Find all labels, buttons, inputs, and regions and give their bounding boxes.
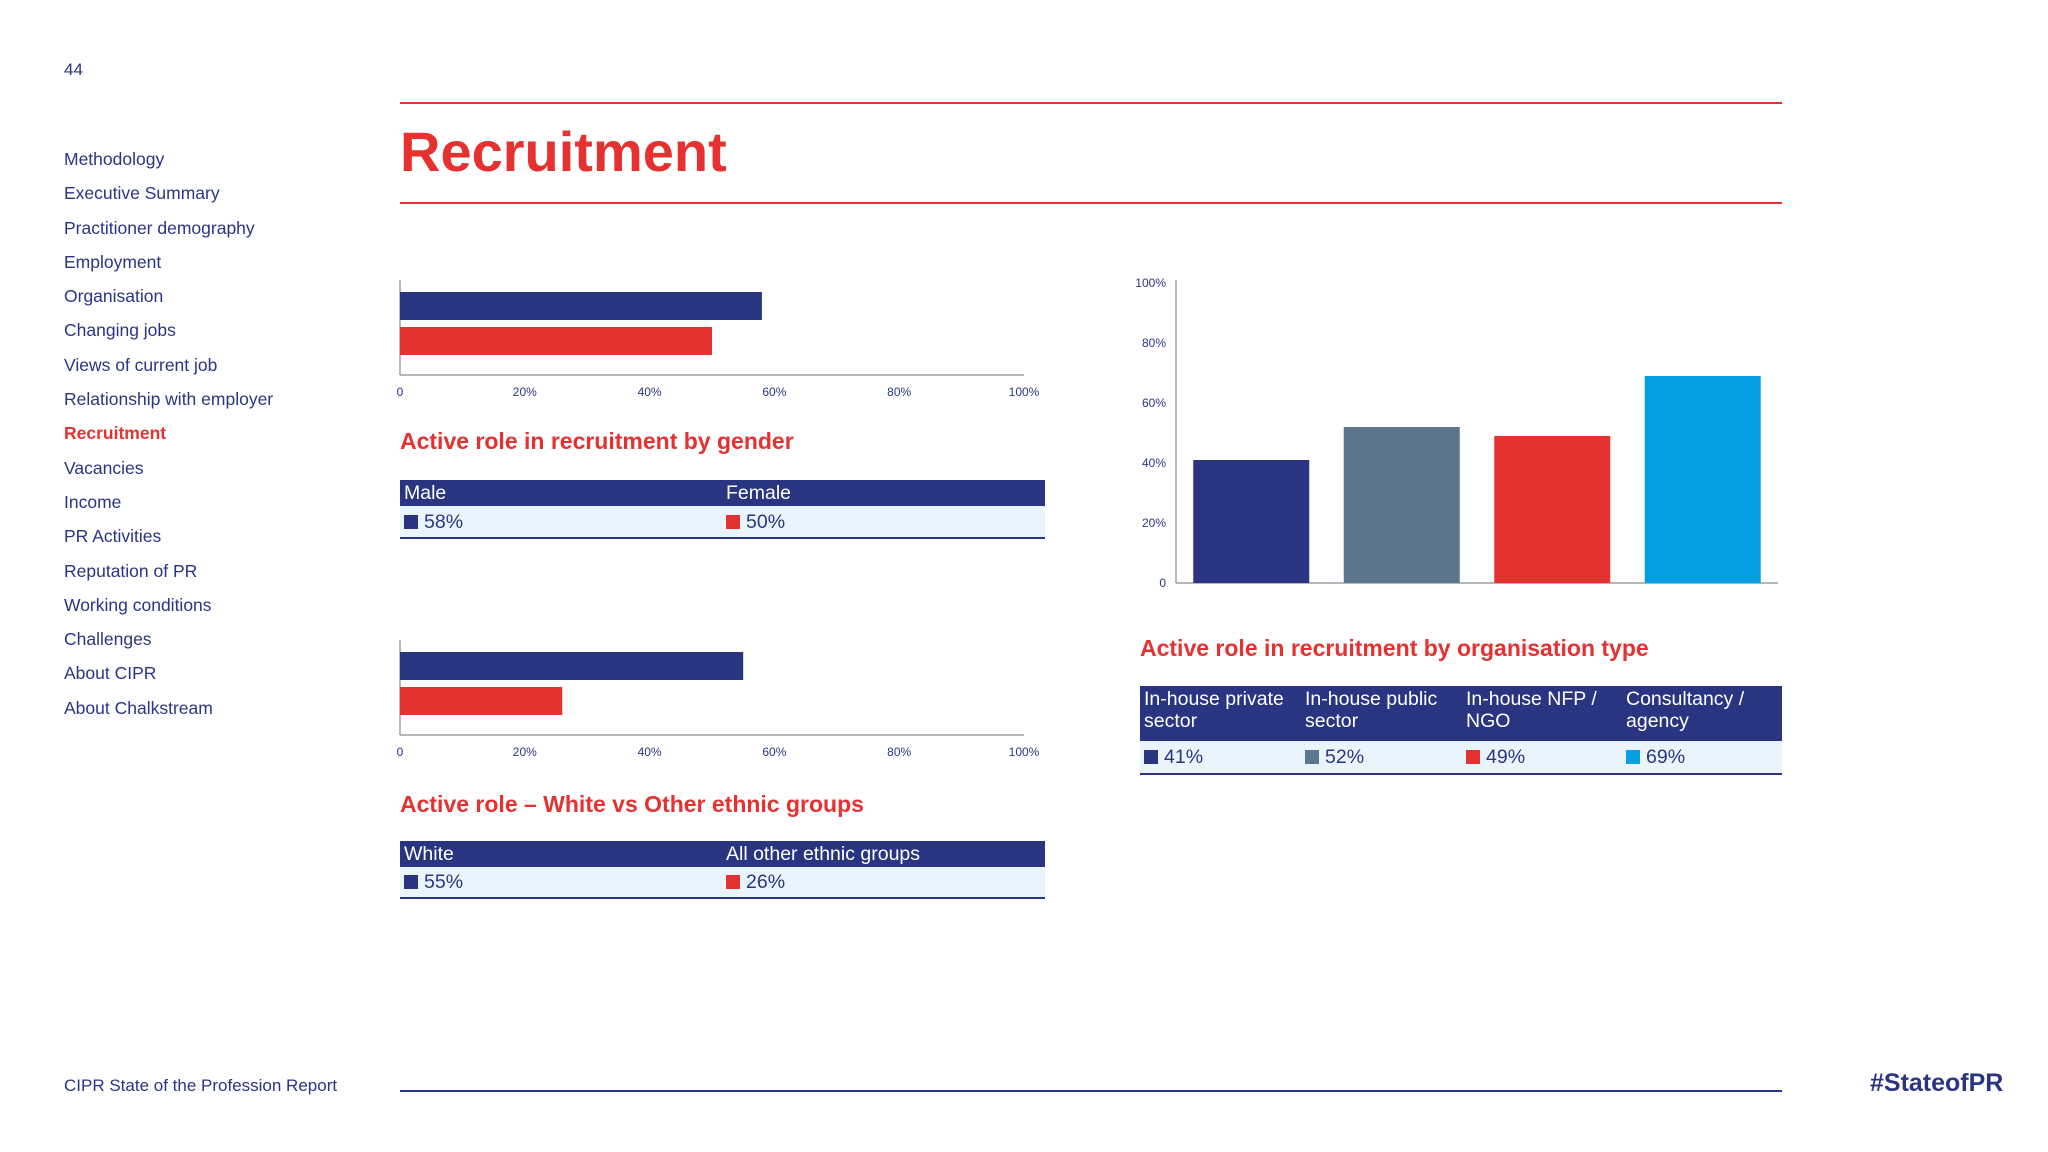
legend-value-consultancy: 69% <box>1646 746 1686 768</box>
organisation-bar-1 <box>1343 427 1460 583</box>
ethnicity-x-tick-4: 80% <box>887 745 911 759</box>
page-number: 44 <box>64 60 83 79</box>
legend-header-private: In-house private sector <box>1144 688 1284 732</box>
public-swatch <box>1305 750 1319 764</box>
sidebar-item-relationship-with-employer[interactable]: Relationship with employer <box>64 389 274 410</box>
ethnicity-x-tick-5: 100% <box>1009 745 1040 759</box>
footer-rule <box>400 1090 1782 1092</box>
male-swatch <box>404 515 418 529</box>
legend-header-consultancy: Consultancy / agency <box>1626 688 1745 732</box>
sidebar-item-working-conditions[interactable]: Working conditions <box>64 594 212 615</box>
sidebar-item-changing-jobs[interactable]: Changing jobs <box>64 320 176 341</box>
organisation-y-tick-0: 0 <box>1159 576 1166 590</box>
organisation-bar-2 <box>1494 436 1611 583</box>
gender-bar-chart: 0 20% 40% 60% 80% 100% <box>397 280 1040 399</box>
sidebar-item-pr-activities[interactable]: PR Activities <box>64 526 162 547</box>
ethnicity-x-tick-3: 60% <box>762 745 786 759</box>
legend-value-public: 52% <box>1325 746 1365 768</box>
footer-report-name: CIPR State of the Profession Report <box>64 1076 338 1095</box>
sidebar-nav: Methodology Executive Summary Practitioner… <box>64 148 364 731</box>
title-top-rule <box>400 102 1782 104</box>
legend-header-public: In-house public sector <box>1305 688 1438 732</box>
gender-legend-table: Male Female 58% 50% <box>400 480 1045 539</box>
gender-x-tick-2: 40% <box>638 385 662 399</box>
gender-bar-0 <box>400 292 762 320</box>
sidebar-item-about-chalkstream[interactable]: About Chalkstream <box>64 697 213 718</box>
nfp-swatch <box>1466 750 1480 764</box>
ethnicity-chart-title: Active role – White vs Other ethnic grou… <box>400 791 864 817</box>
organisation-bar-3 <box>1644 376 1761 583</box>
ethnicity-bar-1 <box>400 687 563 715</box>
organisation-y-tick-3: 60% <box>1142 396 1166 410</box>
sidebar-item-organisation[interactable]: Organisation <box>64 286 164 307</box>
organisation-y-tick-4: 80% <box>1142 336 1166 350</box>
female-swatch <box>726 515 740 529</box>
organisation-y-tick-5: 100% <box>1135 276 1166 290</box>
organisation-bar-0 <box>1193 460 1310 583</box>
sidebar-item-employment[interactable]: Employment <box>64 251 162 272</box>
gender-x-tick-0: 0 <box>397 385 404 399</box>
organisation-y-tick-1: 20% <box>1142 516 1166 530</box>
sidebar-item-recruitment[interactable]: Recruitment <box>64 423 167 444</box>
legend-header-female: Female <box>726 482 792 504</box>
ethnicity-bar-0 <box>400 652 744 680</box>
ethnicity-x-tick-2: 40% <box>638 745 662 759</box>
organisation-type-bar-chart: 0 20% 40% 60% 80% 100% <box>1135 276 1778 590</box>
organisation-y-tick-2: 40% <box>1142 456 1166 470</box>
ethnicity-x-tick-0: 0 <box>397 745 404 759</box>
ethnicity-x-tick-1: 20% <box>513 745 537 759</box>
gender-x-tick-3: 60% <box>762 385 786 399</box>
legend-value-other: 26% <box>746 871 786 893</box>
legend-header-other: All other ethnic groups <box>726 843 921 865</box>
legend-value-female: 50% <box>746 511 786 533</box>
consultancy-swatch <box>1626 750 1640 764</box>
sidebar-item-practitioner-demography[interactable]: Practitioner demography <box>64 217 255 238</box>
sidebar-item-executive-summary[interactable]: Executive Summary <box>64 183 220 204</box>
legend-header-nfp: In-house NFP / NGO <box>1466 688 1597 732</box>
legend-value-white: 55% <box>424 871 464 893</box>
sidebar-item-challenges[interactable]: Challenges <box>64 629 152 650</box>
other-swatch <box>726 875 740 889</box>
gender-x-tick-4: 80% <box>887 385 911 399</box>
legend-value-male: 58% <box>424 511 464 533</box>
legend-value-nfp: 49% <box>1486 746 1526 768</box>
sidebar-item-about-cipr[interactable]: About CIPR <box>64 663 157 684</box>
legend-header-white: White <box>404 843 454 865</box>
sidebar-item-reputation-of-pr[interactable]: Reputation of PR <box>64 560 198 581</box>
gender-x-tick-1: 20% <box>513 385 537 399</box>
legend-header-male: Male <box>404 482 447 504</box>
organisation-legend-table: In-house private sector In-house public … <box>1140 686 1782 775</box>
footer-hashtag: #StateofPR <box>1870 1069 2004 1097</box>
gender-x-tick-5: 100% <box>1009 385 1040 399</box>
ethnicity-legend-table: White All other ethnic groups 55% 26% <box>400 841 1045 899</box>
page-title: Recruitment <box>400 120 727 183</box>
sidebar-item-income[interactable]: Income <box>64 491 122 512</box>
sidebar-item-methodology[interactable]: Methodology <box>64 149 165 169</box>
legend-value-private: 41% <box>1164 746 1204 768</box>
gender-bar-1 <box>400 327 712 355</box>
ethnicity-bar-chart: 0 20% 40% 60% 80% 100% <box>397 640 1040 759</box>
sidebar-item-vacancies[interactable]: Vacancies <box>64 457 144 478</box>
title-bottom-rule <box>400 202 1782 204</box>
organisation-chart-title: Active role in recruitment by organisati… <box>1140 635 1649 661</box>
private-swatch <box>1144 750 1158 764</box>
white-swatch <box>404 875 418 889</box>
gender-chart-title: Active role in recruitment by gender <box>400 428 794 454</box>
sidebar-item-views-of-current-job[interactable]: Views of current job <box>64 354 218 375</box>
